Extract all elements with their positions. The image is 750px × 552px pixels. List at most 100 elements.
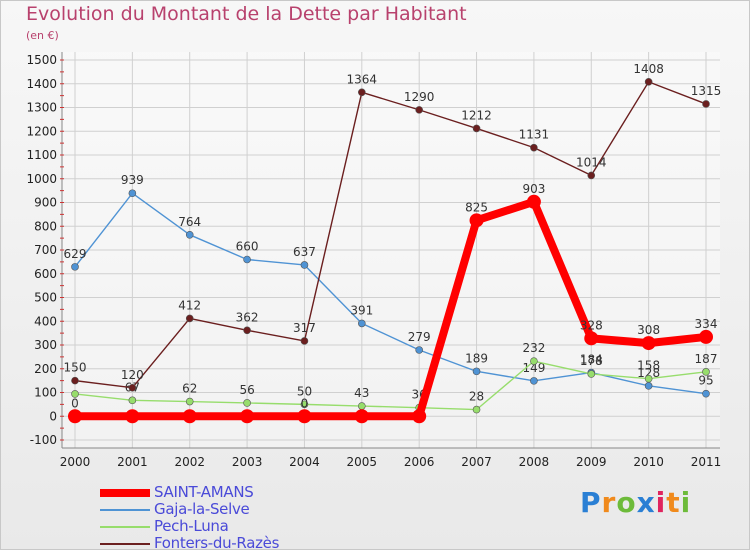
data-point [644,374,653,383]
data-label: 317 [293,321,316,335]
data-point [469,213,484,228]
x-tick-label: 2003 [232,455,263,469]
y-tick-label: 1400 [26,77,57,91]
data-label: 308 [637,323,660,337]
data-point [702,100,710,108]
data-label: 1408 [633,62,664,76]
data-point [530,377,538,385]
data-label: 1131 [519,128,550,142]
data-label: 334 [695,317,718,331]
x-tick-label: 2005 [347,455,378,469]
data-point [71,376,79,385]
data-point [699,329,713,344]
legend-label: Fonters-du-Razès [154,534,280,552]
y-tick-label: 600 [34,267,57,281]
data-label: 187 [695,352,718,366]
chart-title: Evolution du Montant de la Dette par Hab… [26,3,467,25]
data-point [415,346,423,354]
data-point [530,357,538,365]
data-point [71,390,79,398]
y-tick-label: 800 [34,219,57,233]
x-tick-label: 2006 [404,455,435,469]
data-label: 1290 [404,90,435,104]
x-tick-label: 2010 [633,455,664,469]
data-point [68,409,82,424]
data-point [530,143,538,152]
y-tick-label: 200 [34,362,57,376]
data-label: 189 [465,351,488,365]
data-label: 149 [522,361,545,375]
x-tick-label: 2007 [461,455,492,469]
data-point [587,370,596,378]
data-label: 62 [182,382,197,396]
data-point [472,124,481,133]
data-point [185,397,194,406]
series-line [74,81,707,389]
data-label: 629 [64,247,87,261]
y-tick-label: 400 [34,314,57,328]
data-label: 178 [580,354,603,368]
data-point [243,326,251,335]
data-label: 1315 [691,84,722,98]
x-tick-label: 2009 [576,455,607,469]
legend-swatch [100,526,150,528]
data-label: 56 [239,383,254,397]
series-line [75,197,707,421]
data-point [125,409,140,424]
data-label: 825 [465,200,488,214]
data-label: 120 [121,368,144,382]
logo-letter: i [655,486,667,519]
y-tick-label: 500 [34,291,57,305]
data-label: 660 [236,240,259,254]
data-point [412,409,427,424]
data-point [644,78,653,86]
y-tick-label: 100 [34,386,57,400]
legend-label: Gaja-la-Selve [154,500,250,518]
data-label: 328 [580,318,603,332]
data-point [358,402,366,410]
data-label: 184 [580,353,603,367]
proxiti-logo: Proxiti [580,486,691,519]
legend-swatch [100,543,150,545]
x-tick-label: 2011 [691,455,722,469]
legend-swatch [100,489,150,497]
data-point [472,405,481,414]
y-tick-label: 1000 [26,172,57,186]
y-tick-label: 0 [49,409,57,423]
data-label: 1364 [347,72,378,86]
data-point [185,314,194,323]
data-label: 764 [178,215,201,229]
x-tick-label: 2002 [174,455,205,469]
data-point [243,255,251,264]
data-label: 903 [522,182,545,196]
series-fonters-du-raz-s: 150 120 412 362 317 1364 1290 1212 1131 1014 1408 1… [64,62,722,392]
data-label: 95 [698,374,713,388]
data-label: 1212 [461,108,492,122]
data-label: 412 [178,298,201,312]
data-point [702,389,710,398]
data-label: 28 [469,390,484,404]
logo-letter: i [680,486,692,519]
data-point [300,337,309,345]
y-tick-label: 700 [34,243,57,257]
chart-unit: (en €) [26,29,59,42]
data-point [644,382,653,390]
y-tick-label: -100 [30,433,57,447]
legend-swatch [100,509,150,511]
data-label: 637 [293,245,316,259]
data-point [472,367,481,376]
data-point [358,319,366,328]
data-label: 362 [236,310,259,324]
data-label: 0 [301,396,309,410]
data-point [587,171,596,180]
x-tick-label: 2001 [117,455,148,469]
data-point [358,88,366,97]
y-tick-label: 1200 [26,124,57,138]
data-point [243,399,251,407]
logo-letter: P [580,486,602,519]
data-label: 1014 [576,155,607,169]
data-label: 232 [522,341,545,355]
data-point [297,409,312,424]
logo-letter: o [616,486,637,519]
